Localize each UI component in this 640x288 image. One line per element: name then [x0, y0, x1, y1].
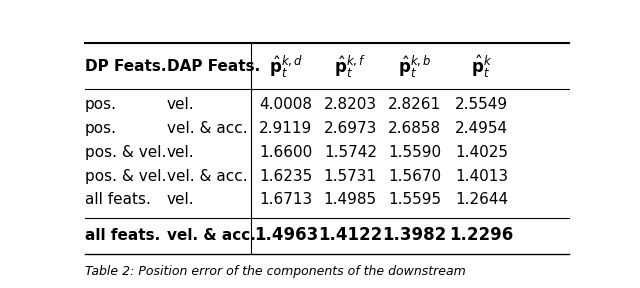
- Text: pos. & vel.: pos. & vel.: [85, 168, 166, 183]
- Text: 1.4963: 1.4963: [253, 226, 318, 244]
- Text: Table 2: Position error of the components of the downstream: Table 2: Position error of the component…: [85, 265, 466, 278]
- Text: 2.8203: 2.8203: [324, 97, 377, 112]
- Text: $\hat{\mathbf{p}}_t^{k,b}$: $\hat{\mathbf{p}}_t^{k,b}$: [398, 53, 431, 80]
- Text: 1.5742: 1.5742: [324, 145, 377, 160]
- Text: all feats.: all feats.: [85, 192, 151, 207]
- Text: 1.5590: 1.5590: [388, 145, 442, 160]
- Text: 1.6713: 1.6713: [259, 192, 312, 207]
- Text: vel. & acc.: vel. & acc.: [167, 168, 248, 183]
- Text: 1.3982: 1.3982: [383, 226, 447, 244]
- Text: pos.: pos.: [85, 97, 117, 112]
- Text: 1.6600: 1.6600: [259, 145, 312, 160]
- Text: vel.: vel.: [167, 145, 195, 160]
- Text: 1.4013: 1.4013: [455, 168, 508, 183]
- Text: all feats.: all feats.: [85, 228, 160, 243]
- Text: 1.4985: 1.4985: [324, 192, 377, 207]
- Text: 1.4025: 1.4025: [455, 145, 508, 160]
- Text: vel.: vel.: [167, 192, 195, 207]
- Text: 2.5549: 2.5549: [455, 97, 508, 112]
- Text: 2.6973: 2.6973: [324, 121, 377, 136]
- Text: 1.5595: 1.5595: [388, 192, 442, 207]
- Text: $\hat{\mathbf{p}}_t^{k,d}$: $\hat{\mathbf{p}}_t^{k,d}$: [269, 53, 303, 80]
- Text: 2.9119: 2.9119: [259, 121, 312, 136]
- Text: pos. & vel.: pos. & vel.: [85, 145, 166, 160]
- Text: vel. & acc.: vel. & acc.: [167, 228, 255, 243]
- Text: 4.0008: 4.0008: [259, 97, 312, 112]
- Text: 1.4122: 1.4122: [318, 226, 383, 244]
- Text: 1.5670: 1.5670: [388, 168, 442, 183]
- Text: 2.8261: 2.8261: [388, 97, 442, 112]
- Text: vel. & acc.: vel. & acc.: [167, 121, 248, 136]
- Text: 1.6235: 1.6235: [259, 168, 312, 183]
- Text: 1.2296: 1.2296: [450, 226, 514, 244]
- Text: 1.5731: 1.5731: [324, 168, 377, 183]
- Text: 2.4954: 2.4954: [455, 121, 508, 136]
- Text: pos.: pos.: [85, 121, 117, 136]
- Text: $\hat{\mathbf{p}}_t^{k}$: $\hat{\mathbf{p}}_t^{k}$: [471, 54, 492, 80]
- Text: DP Feats.: DP Feats.: [85, 59, 166, 74]
- Text: $\hat{\mathbf{p}}_t^{k,f}$: $\hat{\mathbf{p}}_t^{k,f}$: [334, 53, 367, 80]
- Text: 1.2644: 1.2644: [455, 192, 508, 207]
- Text: vel.: vel.: [167, 97, 195, 112]
- Text: 2.6858: 2.6858: [388, 121, 442, 136]
- Text: DAP Feats.: DAP Feats.: [167, 59, 260, 74]
